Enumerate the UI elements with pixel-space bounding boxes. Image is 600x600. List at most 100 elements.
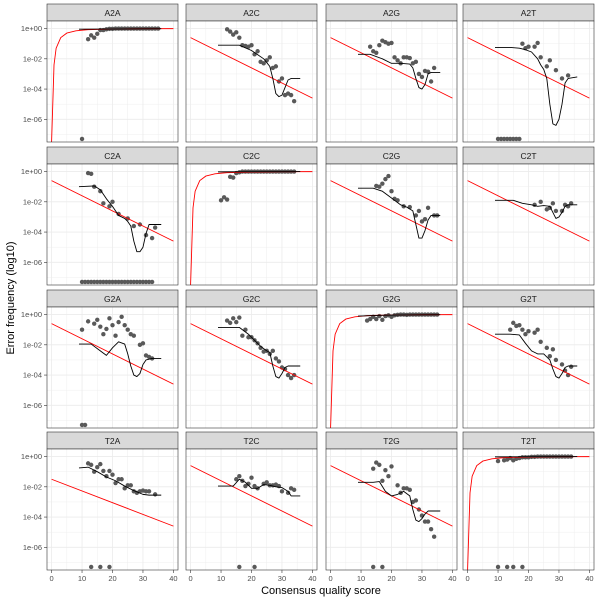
observed-point: [495, 564, 501, 570]
observed-point: [547, 58, 553, 63]
observed-point: [419, 219, 425, 224]
observed-point: [419, 74, 425, 80]
panel-border: [462, 163, 595, 286]
observed-point: [374, 460, 379, 465]
observed-point: [237, 474, 242, 479]
strip-label: A2G: [383, 8, 400, 18]
observed-point: [273, 356, 279, 361]
observed-point: [273, 64, 279, 69]
observed-point: [374, 50, 379, 55]
panel-border: [46, 163, 179, 286]
observed-point: [511, 320, 516, 326]
observed-point: [128, 483, 133, 488]
observed-point: [288, 375, 294, 381]
observed-point: [149, 235, 155, 241]
strip-label: G2G: [383, 294, 401, 304]
observed-point: [98, 189, 103, 194]
observed-point: [221, 195, 227, 200]
observed-point: [535, 40, 540, 46]
observed-point: [101, 201, 106, 206]
panel-border: [325, 163, 458, 286]
strip-label: C2A: [104, 151, 121, 161]
gridlines: [186, 21, 317, 142]
observed-point: [92, 35, 97, 40]
plot-area: [330, 460, 453, 570]
observed-point: [146, 279, 152, 285]
observed-point: [517, 136, 522, 142]
observed-point: [110, 199, 115, 205]
observed-point: [413, 213, 419, 218]
observed-point: [240, 333, 245, 338]
gridlines: [326, 449, 457, 570]
observed-point: [137, 279, 143, 285]
observed-point: [377, 184, 382, 189]
observed-point: [285, 490, 291, 496]
observed-point: [413, 59, 419, 65]
observed-point: [224, 27, 230, 32]
plot-area: [190, 27, 313, 104]
y-tick-label: 1e-06: [23, 258, 42, 267]
strip-label: T2G: [383, 436, 400, 446]
observed-point: [237, 315, 242, 320]
observed-point: [152, 225, 158, 230]
observed-point: [119, 477, 124, 482]
nominal-error-line: [190, 323, 313, 385]
panel-g2g: G2G: [325, 289, 458, 429]
x-tick-label: 40: [585, 574, 593, 583]
observed-point: [140, 341, 146, 346]
observed-point: [98, 279, 103, 285]
observed-point: [386, 173, 391, 179]
observed-point: [386, 474, 391, 479]
observed-point: [92, 321, 97, 326]
y-tick-label: 1e-04: [23, 228, 42, 237]
observed-point: [504, 136, 510, 142]
observed-point: [88, 462, 94, 468]
gridlines: [186, 449, 317, 570]
x-tick-label: 20: [108, 574, 116, 583]
x-tick-label: 0: [328, 574, 332, 583]
strip-label: C2G: [383, 151, 400, 161]
observed-point: [495, 136, 501, 142]
observed-point: [252, 483, 257, 489]
plot-area: [190, 169, 313, 285]
observed-point: [498, 136, 504, 142]
gridlines: [47, 449, 178, 570]
observed-point: [143, 489, 149, 494]
plot-area: [330, 37, 453, 99]
observed-point: [401, 55, 406, 60]
strip-label: C2C: [243, 151, 260, 161]
observed-point: [526, 44, 531, 49]
panel-border: [46, 20, 179, 143]
observed-point: [107, 316, 112, 321]
observed-point: [125, 279, 130, 285]
gridlines: [186, 307, 317, 428]
observed-point: [413, 498, 419, 503]
panel-c2t: C2T: [462, 146, 595, 286]
observed-point: [523, 332, 528, 337]
x-tick-label: 10: [78, 574, 86, 583]
x-tick-label: 10: [494, 574, 502, 583]
observed-point: [568, 364, 574, 369]
observed-point: [538, 55, 543, 60]
x-tick-label: 30: [278, 574, 286, 583]
gridlines: [326, 21, 457, 142]
observed-point: [104, 279, 109, 285]
observed-point: [495, 458, 501, 464]
observed-point: [389, 464, 394, 469]
observed-point: [218, 198, 224, 203]
observed-point: [234, 319, 239, 325]
observed-point: [98, 461, 103, 467]
plot-area: [51, 26, 174, 142]
observed-point: [371, 466, 376, 471]
x-tick-label: 40: [169, 574, 177, 583]
observed-point: [291, 487, 297, 493]
x-tick-label: 20: [524, 574, 532, 583]
observed-point: [553, 357, 559, 363]
plot-area: [330, 312, 453, 428]
panel-border: [185, 306, 318, 429]
observed-point: [514, 136, 519, 142]
y-tick-label: 1e-04: [23, 371, 42, 380]
observed-point: [383, 176, 388, 182]
panel-t2t: T2T 0 10 20 30 40: [462, 431, 595, 583]
panel-t2c: T2C 0 10 20 30 40: [185, 431, 318, 583]
